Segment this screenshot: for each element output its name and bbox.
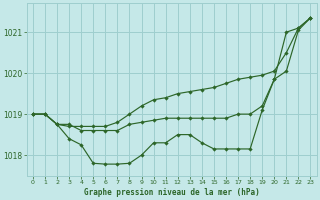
X-axis label: Graphe pression niveau de la mer (hPa): Graphe pression niveau de la mer (hPa) bbox=[84, 188, 260, 197]
